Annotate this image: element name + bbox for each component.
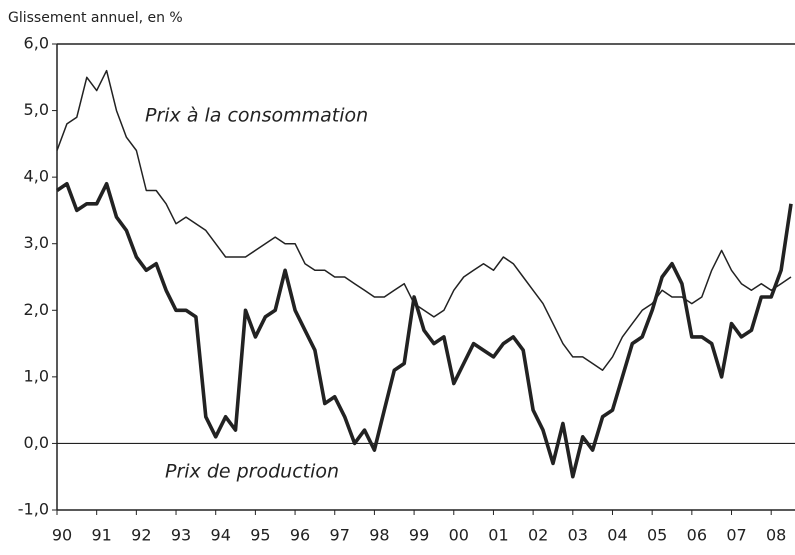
x-tick-label: 91 [91,526,111,545]
y-tick-label: 4,0 [24,167,49,186]
y-tick-label: 5,0 [24,100,49,119]
annotation: Prix à la consommation [145,105,368,127]
x-tick-label: 00 [449,526,469,545]
x-tick-label: 99 [409,526,429,545]
series-line [56,69,792,371]
y-tick-label: 0,0 [24,433,49,452]
x-tick-label: 93 [171,526,191,545]
x-tick-label: 98 [369,526,389,545]
y-tick-label: 3,0 [24,233,49,252]
x-tick-label: 97 [330,526,350,545]
x-tick-label: 96 [290,526,310,545]
y-tick-label: 2,0 [24,300,49,319]
x-tick-label: 03 [568,526,588,545]
x-tick-label: 01 [488,526,508,545]
x-tick-label: 06 [687,526,707,545]
x-tick-label: 05 [647,526,667,545]
series-line [55,182,793,479]
x-tick-label: 94 [211,526,231,545]
x-tick-label: 07 [726,526,746,545]
y-axis-label: Glissement annuel, en % [8,10,183,26]
y-tick-label: 6,0 [24,34,49,53]
y-tick-label: 1,0 [24,366,49,385]
x-tick-label: 95 [250,526,270,545]
x-tick-label: 90 [52,526,72,545]
y-tick-label: -1,0 [18,500,49,519]
x-tick-label: 08 [766,526,786,545]
x-tick-label: 04 [607,526,627,545]
annotation: Prix de production [165,461,339,483]
x-tick-label: 02 [528,526,548,545]
x-tick-label: 92 [131,526,151,545]
